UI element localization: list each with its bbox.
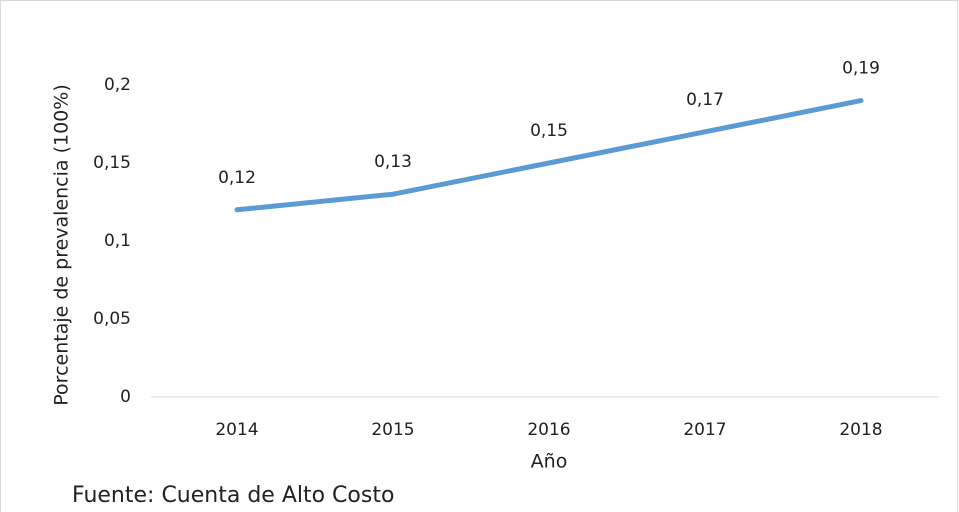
x-tick-label: 2017: [683, 420, 726, 440]
y-tick-label: 0,15: [93, 153, 131, 173]
x-tick-label: 2018: [839, 420, 882, 440]
source-note: Fuente: Cuenta de Alto Costo: [72, 483, 394, 508]
y-axis-label: Porcentaje de prevalencia (100%): [51, 84, 73, 405]
x-tick-label: 2016: [527, 420, 570, 440]
x-tick-label: 2014: [215, 420, 258, 440]
x-tick-label: 2015: [371, 420, 414, 440]
data-label: 0,15: [530, 121, 568, 141]
data-label: 0,12: [218, 168, 256, 188]
y-tick-label: 0,1: [104, 231, 131, 251]
y-tick-label: 0,05: [93, 309, 131, 329]
y-tick-label: 0: [120, 387, 131, 407]
x-axis-label: Año: [531, 451, 568, 473]
data-line: [234, 98, 864, 213]
data-label: 0,17: [686, 90, 724, 110]
data-label: 0,13: [374, 152, 412, 172]
data-label: 0,19: [842, 59, 880, 79]
y-tick-label: 0,2: [104, 75, 131, 95]
